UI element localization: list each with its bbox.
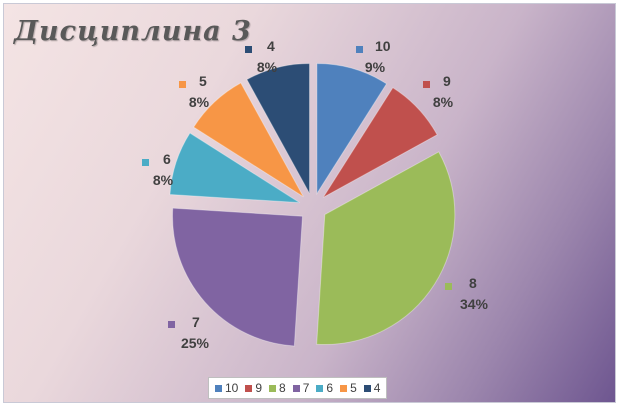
data-label-key-4 — [245, 46, 252, 53]
pie-slice-6 — [169, 132, 300, 204]
data-label-key-8 — [445, 283, 452, 290]
legend-swatch-7 — [292, 384, 300, 392]
chart-area: Дисциплина 3 10 9% 9 8% 8 34% 7 25% 6 8% 5 8% 4 8% 10… — [3, 3, 616, 403]
legend-label-9: 9 — [255, 381, 263, 395]
legend-entry-6: 6 — [316, 381, 333, 395]
legend-label-7: 7 — [302, 381, 310, 395]
legend-label-5: 5 — [350, 381, 357, 395]
data-label-category-10: 10 — [375, 38, 391, 54]
legend-swatch-10 — [215, 384, 222, 392]
legend-swatch-8 — [269, 384, 277, 392]
legend-swatch-5 — [340, 384, 348, 392]
data-label-key-6 — [142, 159, 149, 166]
data-label-percent-4: 8% — [257, 59, 278, 75]
legend-swatch-9 — [245, 384, 253, 392]
pie-slice-8 — [316, 151, 456, 345]
data-label-key-7 — [168, 321, 175, 328]
data-label-category-8: 8 — [469, 275, 477, 291]
data-label-category-6: 6 — [163, 151, 171, 167]
legend: 10 9 8 7 6 5 4 — [208, 377, 388, 399]
pie-slice-9 — [322, 86, 438, 198]
legend-label-8: 8 — [279, 381, 286, 395]
legend-label-6: 6 — [326, 381, 334, 395]
data-label-category-5: 5 — [199, 73, 207, 89]
data-label-percent-10: 9% — [365, 59, 386, 75]
pie-slice-5 — [192, 82, 304, 198]
legend-entry-9: 9 — [245, 381, 262, 395]
pie-slice-4 — [246, 62, 311, 194]
data-label-category-4: 4 — [267, 38, 275, 54]
pie-chart: 10 9% 9 8% 8 34% 7 25% 6 8% 5 8% 4 8% — [142, 38, 489, 351]
data-label-percent-7: 25% — [181, 335, 210, 351]
legend-entry-8: 8 — [269, 381, 286, 395]
data-label-category-7: 7 — [192, 314, 200, 330]
legend-entry-10: 10 — [215, 381, 238, 395]
legend-entry-4: 4 — [363, 381, 381, 395]
chart-title: Дисциплина 3 — [14, 16, 252, 47]
legend-swatch-6 — [316, 384, 324, 392]
legend-label-10: 10 — [225, 381, 239, 395]
data-label-category-9: 9 — [443, 73, 451, 89]
legend-entry-5: 5 — [340, 381, 357, 395]
legend-label-4: 4 — [373, 381, 381, 395]
pie-slice-7 — [172, 207, 304, 347]
data-label-percent-8: 34% — [460, 296, 489, 312]
legend-swatch-4 — [363, 384, 371, 392]
data-label-percent-6: 8% — [153, 172, 174, 188]
data-label-percent-9: 8% — [433, 94, 454, 110]
legend-entry-7: 7 — [292, 381, 310, 395]
data-label-percent-5: 8% — [189, 94, 210, 110]
data-label-key-5 — [179, 81, 186, 88]
data-label-key-10 — [356, 46, 363, 53]
data-label-key-9 — [423, 81, 430, 88]
pie-slice-10 — [316, 63, 388, 196]
